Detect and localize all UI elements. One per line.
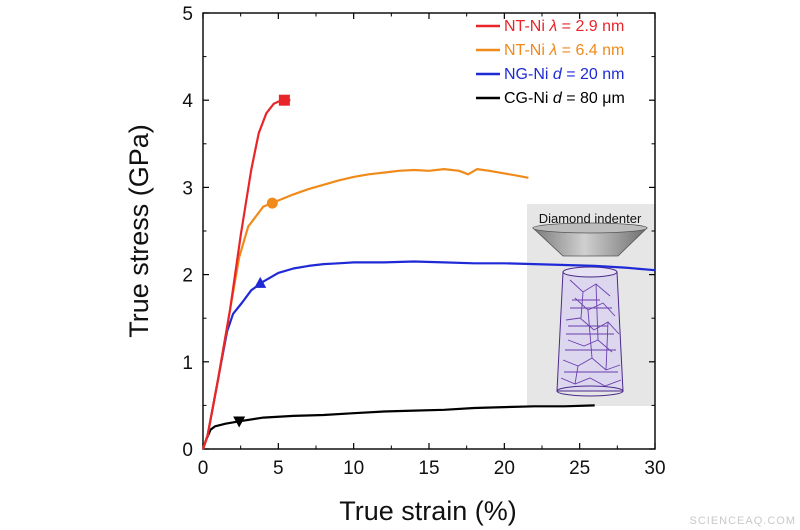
legend-label-3: NG-Ni d = 20 nm bbox=[504, 66, 625, 83]
x-tick-label: 5 bbox=[273, 458, 284, 479]
y-tick-label: 5 bbox=[182, 4, 193, 25]
y-tick-label: 0 bbox=[182, 440, 193, 461]
legend: NT-Ni λ = 2.9 nm NT-Ni λ = 6.4 nm NG-Ni d … bbox=[476, 18, 625, 107]
series-marker-2 bbox=[266, 197, 278, 209]
series-marker-3 bbox=[254, 276, 267, 288]
axis-tick-labels: 0 5 10 15 20 25 30 0 1 2 3 4 5 bbox=[182, 4, 665, 479]
x-axis-title: True strain (%) bbox=[339, 496, 517, 526]
x-tick-label: 0 bbox=[198, 458, 209, 479]
legend-label-2: NT-Ni λ = 6.4 nm bbox=[504, 42, 624, 59]
y-tick-label: 3 bbox=[182, 178, 193, 199]
series-line-3 bbox=[201, 260, 656, 450]
series-marker-4 bbox=[233, 416, 246, 428]
series-layer bbox=[201, 94, 656, 450]
indenter-top-face bbox=[532, 222, 648, 234]
series-line-4 bbox=[201, 404, 595, 450]
y-tick-label: 1 bbox=[182, 353, 193, 374]
pillar-sample bbox=[556, 266, 624, 397]
x-tick-label: 20 bbox=[494, 458, 515, 479]
y-tick-label: 4 bbox=[182, 91, 193, 112]
x-tick-label: 15 bbox=[418, 458, 439, 479]
series-marker-1 bbox=[278, 94, 290, 106]
series-line-2 bbox=[201, 168, 529, 450]
x-tick-label: 25 bbox=[569, 458, 590, 479]
x-tick-label: 10 bbox=[343, 458, 364, 479]
series-line-1 bbox=[201, 99, 291, 450]
legend-label-4: CG-Ni d = 80 μm bbox=[504, 90, 625, 107]
x-tick-label: 30 bbox=[644, 458, 665, 479]
inset-label: Diamond indenter bbox=[539, 211, 642, 226]
y-axis-title: True stress (GPa) bbox=[124, 124, 154, 338]
watermark: SCIENCEAQ.COM bbox=[689, 515, 796, 527]
y-tick-label: 2 bbox=[182, 266, 193, 287]
axis-ticks bbox=[202, 12, 656, 450]
legend-label-1: NT-Ni λ = 2.9 nm bbox=[504, 18, 624, 35]
inset-illustration: Diamond indenter bbox=[527, 204, 655, 406]
